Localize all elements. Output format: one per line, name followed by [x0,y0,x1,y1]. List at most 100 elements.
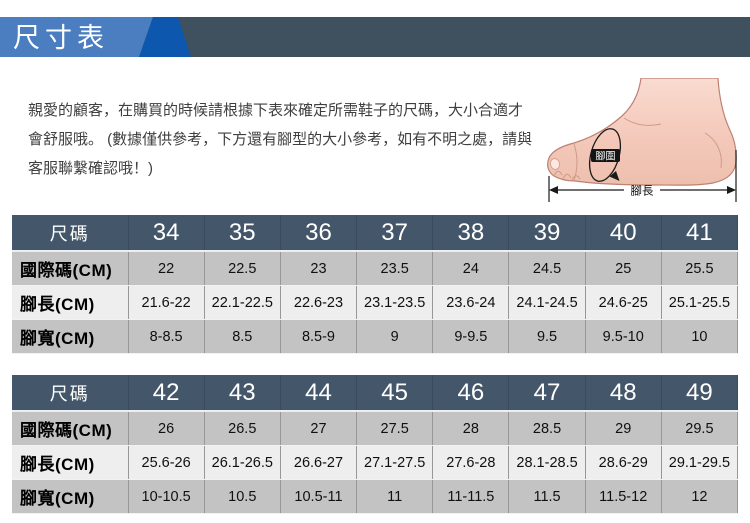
cell-value: 28.6-29 [585,445,662,480]
cell-value: 28.1-28.5 [508,445,586,480]
cell-value: 10.5-11 [280,479,358,514]
cell-value: 29.1-29.5 [661,445,739,480]
cell-value: 23.5 [356,251,434,286]
foot-detail-lines [553,117,722,181]
cell-value: 12 [661,479,739,514]
cell-value: 11.5-12 [585,479,662,514]
cell-value: 25 [585,251,662,286]
cell-value: 24.5 [508,251,586,286]
cell-value: 26.5 [204,411,281,446]
foot-illustration [547,78,737,186]
size-table-large: 尺碼 42 43 44 45 46 47 48 49 國際碼(CM) 26 26.5 27 27.5 28 2… [12,375,739,514]
size-header-row: 尺碼 42 43 44 45 46 47 48 49 [12,375,739,412]
cell-value: 25.6-26 [128,445,205,480]
size-number: 47 [508,375,586,412]
size-number: 38 [432,215,510,252]
cell-value: 22.6-23 [280,285,358,320]
row-label: 國際碼(CM) [12,411,129,446]
cell-value: 11-11.5 [432,479,510,514]
page-title: 尺寸表 [13,22,109,53]
cell-value: 9.5-10 [585,319,662,354]
cell-value: 27.1-27.5 [356,445,434,480]
size-number: 43 [204,375,281,412]
cell-value: 22.5 [204,251,281,286]
cell-value: 22.1-22.5 [204,285,281,320]
size-number: 42 [128,375,205,412]
table-row: 腳寬(CM) 8-8.5 8.5 8.5-9 9 9-9.5 9.5 9.5-10 10 [12,319,739,354]
row-label: 國際碼(CM) [12,251,129,286]
cell-value: 24 [432,251,510,286]
cell-value: 10.5 [204,479,281,514]
size-number: 41 [661,215,739,252]
cell-value: 28.5 [508,411,586,446]
girth-arrow-icon [609,171,620,181]
cell-value: 23 [280,251,358,286]
girth-label: 腳圍 [596,151,616,163]
size-header-row: 尺碼 34 35 36 37 38 39 40 41 [12,215,739,252]
cell-value: 10 [661,319,739,354]
cell-value: 8.5 [204,319,281,354]
length-arrow-left-icon [549,186,558,194]
length-dimension-line [548,150,737,202]
cell-value: 23.1-23.5 [356,285,434,320]
length-arrow-right-icon [727,186,736,194]
foot-measurement-diagram: 腳圍 腳長 [547,78,737,202]
row-label: 腳長(CM) [12,285,129,320]
page-banner: 尺寸表 [0,17,750,57]
table-row: 腳寬(CM) 10-10.5 10.5 10.5-11 11 11-11.5 11.5 11.… [12,479,739,514]
cell-value: 27.5 [356,411,434,446]
size-table-small: 尺碼 34 35 36 37 38 39 40 41 國際碼(CM) 22 22.5 23 23.5 24 2… [12,215,739,354]
cell-value: 9 [356,319,434,354]
row-label: 腳寬(CM) [12,479,129,514]
cell-value: 11.5 [508,479,586,514]
cell-value: 25.1-25.5 [661,285,739,320]
size-number: 46 [432,375,510,412]
cell-value: 27.6-28 [432,445,510,480]
cell-value: 28 [432,411,510,446]
toenail [550,158,560,170]
cell-value: 25.5 [661,251,739,286]
intro-text: 親愛的顧客，在購買的時候請根據下表來確定所需鞋子的尺碼，大小合適才會舒服哦。 (… [28,102,533,177]
table-row: 腳長(CM) 25.6-26 26.1-26.5 26.6-27 27.1-27.5 27… [12,445,739,480]
girth-label-badge [591,149,620,162]
size-number: 39 [508,215,586,252]
size-number: 49 [661,375,739,412]
size-number: 35 [204,215,281,252]
row-label: 腳長(CM) [12,445,129,480]
cell-value: 26 [128,411,205,446]
table-row: 腳長(CM) 21.6-22 22.1-22.5 22.6-23 23.1-23.5 23… [12,285,739,320]
table-row: 國際碼(CM) 26 26.5 27 27.5 28 28.5 29 29.5 [12,411,739,446]
cell-value: 21.6-22 [128,285,205,320]
size-tables-section: 尺碼 34 35 36 37 38 39 40 41 國際碼(CM) 22 22.5 23 23.5 24 2… [12,215,739,523]
size-number: 44 [280,375,358,412]
banner-blue-shape [0,17,153,57]
cell-value: 27 [280,411,358,446]
size-number: 45 [356,375,434,412]
cell-value: 23.6-24 [432,285,510,320]
size-number: 37 [356,215,434,252]
cell-value: 22 [128,251,205,286]
cell-value: 26.1-26.5 [204,445,281,480]
size-header-label: 尺碼 [12,375,129,412]
length-label: 腳長 [631,185,654,198]
cell-value: 9-9.5 [432,319,510,354]
cell-value: 24.6-25 [585,285,662,320]
size-number: 48 [585,375,662,412]
table-row: 國際碼(CM) 22 22.5 23 23.5 24 24.5 25 25.5 [12,251,739,286]
cell-value: 26.6-27 [280,445,358,480]
size-number: 36 [280,215,358,252]
cell-value: 8.5-9 [280,319,358,354]
intro-section: 親愛的顧客，在購買的時候請根據下表來確定所需鞋子的尺碼，大小合適才會舒服哦。 (… [0,57,750,215]
row-label: 腳寬(CM) [12,319,129,354]
cell-value: 11 [356,479,434,514]
cell-value: 8-8.5 [128,319,205,354]
cell-value: 24.1-24.5 [508,285,586,320]
size-number: 40 [585,215,662,252]
cell-value: 10-10.5 [128,479,205,514]
cell-value: 29 [585,411,662,446]
size-header-label: 尺碼 [12,215,129,252]
cell-value: 29.5 [661,411,739,446]
cell-value: 9.5 [508,319,586,354]
size-number: 34 [128,215,205,252]
